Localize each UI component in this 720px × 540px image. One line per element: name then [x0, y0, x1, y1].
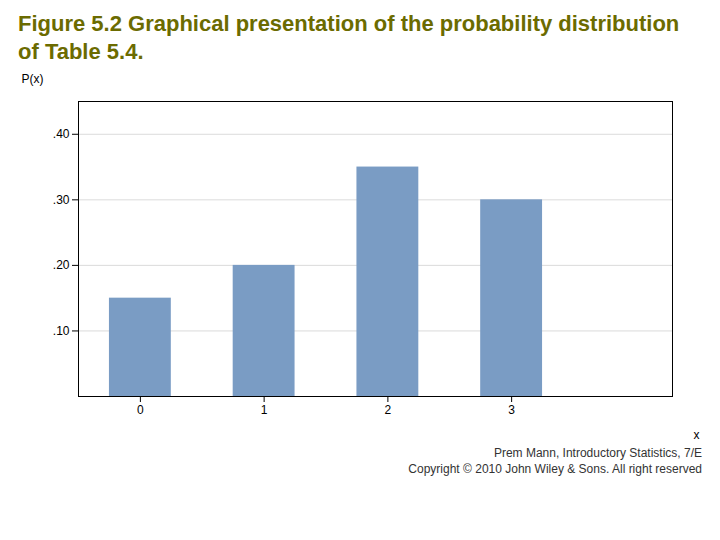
- svg-text:.20: .20: [53, 258, 70, 272]
- svg-text:.30: .30: [53, 193, 70, 207]
- html-text:Prem Mann, Introductory Statis: Prem Mann, Introductory Statistics, 7/E: [493, 446, 702, 460]
- svg-text:x: x: [694, 428, 700, 442]
- svg-text:3: 3: [508, 403, 515, 417]
- svg-text:2: 2: [385, 403, 392, 417]
- svg-text:P(x): P(x): [22, 72, 44, 86]
- svg-text:0: 0: [137, 403, 144, 417]
- svg-text:1: 1: [261, 403, 268, 417]
- svg-text:.40: .40: [53, 127, 70, 141]
- svg-text:.10: .10: [53, 324, 70, 338]
- html-text:Figure 5.2 Graphical presentat: Figure 5.2 Graphical presentation of the…: [18, 11, 680, 64]
- html-text:Copyright © 2010 John Wiley &: Copyright © 2010 John Wiley & Sons. All …: [408, 462, 702, 477]
